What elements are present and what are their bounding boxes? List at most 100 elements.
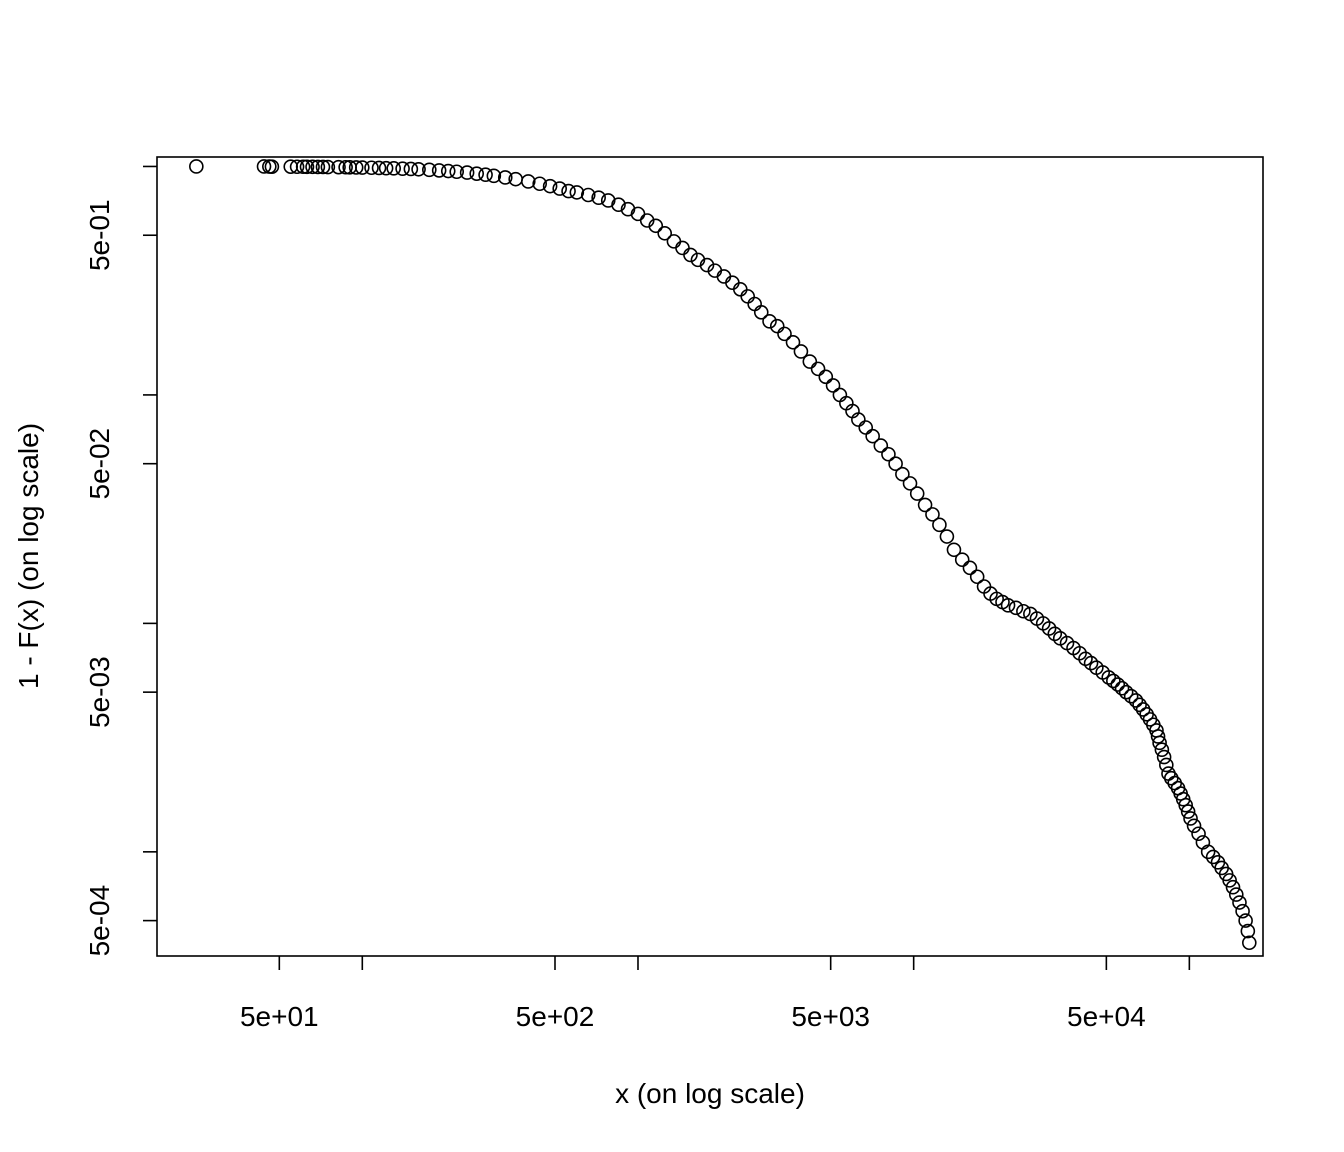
data-point (532, 176, 547, 192)
data-point (378, 160, 394, 176)
data-point (1101, 670, 1117, 685)
data-point (753, 304, 769, 320)
plot-frame (156, 156, 1264, 957)
x-axis-title: x (on log scale) (615, 1078, 805, 1109)
data-point (189, 159, 204, 174)
data-point (331, 159, 346, 175)
data-point (591, 190, 606, 205)
data-point (1186, 818, 1202, 834)
data-point (917, 497, 933, 513)
data-point (561, 183, 576, 199)
data-point (1135, 702, 1151, 717)
data-point (858, 420, 874, 435)
data-point (1128, 693, 1144, 708)
data-point (639, 213, 655, 228)
data-point (611, 197, 626, 213)
data-point (732, 281, 748, 297)
data-point (403, 161, 419, 177)
x-axis: 5e+01 5e+02 5e+03 5e+04 (240, 956, 1191, 1032)
data-point (657, 225, 673, 241)
data-point (1225, 879, 1241, 895)
data-point (785, 334, 801, 350)
data-point (440, 163, 456, 179)
data-point (411, 161, 426, 177)
x-tick-label: 5e+01 (240, 1001, 319, 1032)
data-point (1106, 673, 1121, 689)
data-point (648, 218, 664, 234)
data-point (769, 318, 785, 334)
data-point (264, 159, 280, 174)
data-point (305, 159, 320, 175)
data-point (909, 486, 925, 501)
data-point (1132, 697, 1147, 713)
data-point (675, 240, 690, 256)
y-tick-label: 5e-03 (84, 656, 115, 728)
data-point (865, 428, 880, 444)
data-point (946, 542, 962, 558)
data-point (486, 168, 502, 184)
data-point (1242, 935, 1257, 951)
data-point (1228, 887, 1244, 902)
data-point (747, 296, 762, 312)
data-point (825, 378, 841, 393)
data-point (371, 160, 387, 176)
data-point (1156, 749, 1172, 765)
data-point (1191, 826, 1206, 842)
data-point (1150, 729, 1166, 744)
data-point (552, 181, 567, 196)
data-point (1118, 684, 1134, 700)
data-point (299, 159, 315, 175)
data-point (1178, 797, 1193, 813)
data-point (315, 159, 331, 175)
data-point (716, 269, 732, 284)
data-point (969, 569, 985, 585)
data-point (289, 159, 305, 175)
x-tick-label: 5e+04 (1067, 1001, 1146, 1032)
data-point (310, 159, 326, 175)
data-point (954, 552, 970, 567)
y-tick-label: 5e-01 (84, 199, 115, 271)
data-point (1152, 735, 1167, 751)
data-point (431, 163, 447, 178)
data-point (851, 412, 866, 427)
data-point (1159, 757, 1174, 773)
data-point (777, 326, 792, 342)
data-point (1161, 766, 1176, 781)
data-point (683, 247, 698, 263)
data-point (395, 161, 410, 176)
data-point (364, 160, 379, 176)
data-point (580, 187, 596, 203)
data-point (740, 289, 755, 304)
data-point (1240, 923, 1256, 939)
data-point (1083, 655, 1099, 671)
data-point (932, 517, 947, 533)
data-point (873, 438, 889, 453)
data-point (939, 529, 955, 544)
data-point (802, 354, 818, 369)
data-point (1016, 603, 1031, 619)
data-point (386, 161, 402, 176)
data-point (469, 166, 485, 181)
y-axis-title: 1 - F(x) (on log scale) (13, 423, 44, 689)
data-point (478, 167, 493, 183)
data-point (810, 361, 826, 377)
data-point (925, 507, 940, 522)
data-point (459, 165, 475, 180)
data-point (762, 314, 777, 329)
data-point (1000, 597, 1016, 613)
data-point (1154, 742, 1170, 757)
data-point (1232, 895, 1247, 910)
data-point (1222, 873, 1237, 888)
data-point (449, 164, 465, 180)
data-point (902, 476, 918, 491)
data-point (666, 234, 682, 249)
data-point (1180, 804, 1196, 819)
data-point (1235, 903, 1250, 919)
data-point (320, 159, 336, 175)
data-point (1183, 811, 1198, 826)
data-point (793, 344, 809, 359)
data-point (520, 174, 536, 189)
data-point (1008, 600, 1024, 616)
data-point (569, 185, 585, 200)
